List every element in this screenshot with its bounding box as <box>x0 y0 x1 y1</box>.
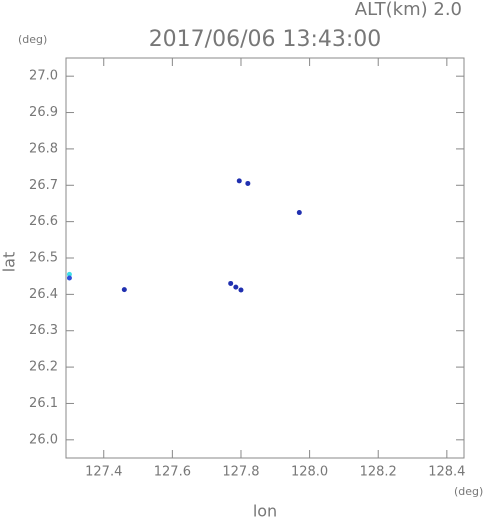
plot-frame <box>65 57 465 459</box>
x-tick-label: 128.0 <box>291 465 328 480</box>
y-tick-label: 26.8 <box>29 141 58 156</box>
y-unit: (deg) <box>18 33 47 46</box>
y-tick-label: 26.4 <box>29 287 58 302</box>
y-tick-label: 26.0 <box>29 432 58 447</box>
y-tick-label: 26.7 <box>29 178 58 193</box>
x-axis-label: lon <box>253 502 277 521</box>
point <box>236 178 242 184</box>
x-unit: (deg) <box>454 485 483 498</box>
point <box>233 284 239 290</box>
point <box>296 210 302 216</box>
y-tick-label: 26.2 <box>29 360 58 375</box>
x-tick-label: 127.8 <box>222 465 259 480</box>
point <box>245 180 251 186</box>
x-tick-label: 127.4 <box>85 465 122 480</box>
y-tick-label: 26.1 <box>29 396 58 411</box>
x-tick-label: 127.6 <box>154 465 191 480</box>
point <box>66 271 72 277</box>
x-tick-label: 128.2 <box>360 465 397 480</box>
y-tick-label: 26.6 <box>29 214 58 229</box>
y-tick-label: 26.9 <box>29 105 58 120</box>
chart-subtitle: ALT(km) 2.0 <box>355 0 462 20</box>
chart-title: 2017/06/06 13:43:00 <box>149 27 382 52</box>
point <box>228 280 234 286</box>
point <box>121 287 127 293</box>
y-axis-label: lat <box>0 252 19 273</box>
y-tick-label: 26.3 <box>29 323 58 338</box>
y-tick-label: 26.5 <box>29 251 58 266</box>
x-tick-label: 128.4 <box>428 465 465 480</box>
point <box>66 275 72 281</box>
y-tick-label: 27.0 <box>29 69 58 84</box>
point <box>238 287 244 293</box>
